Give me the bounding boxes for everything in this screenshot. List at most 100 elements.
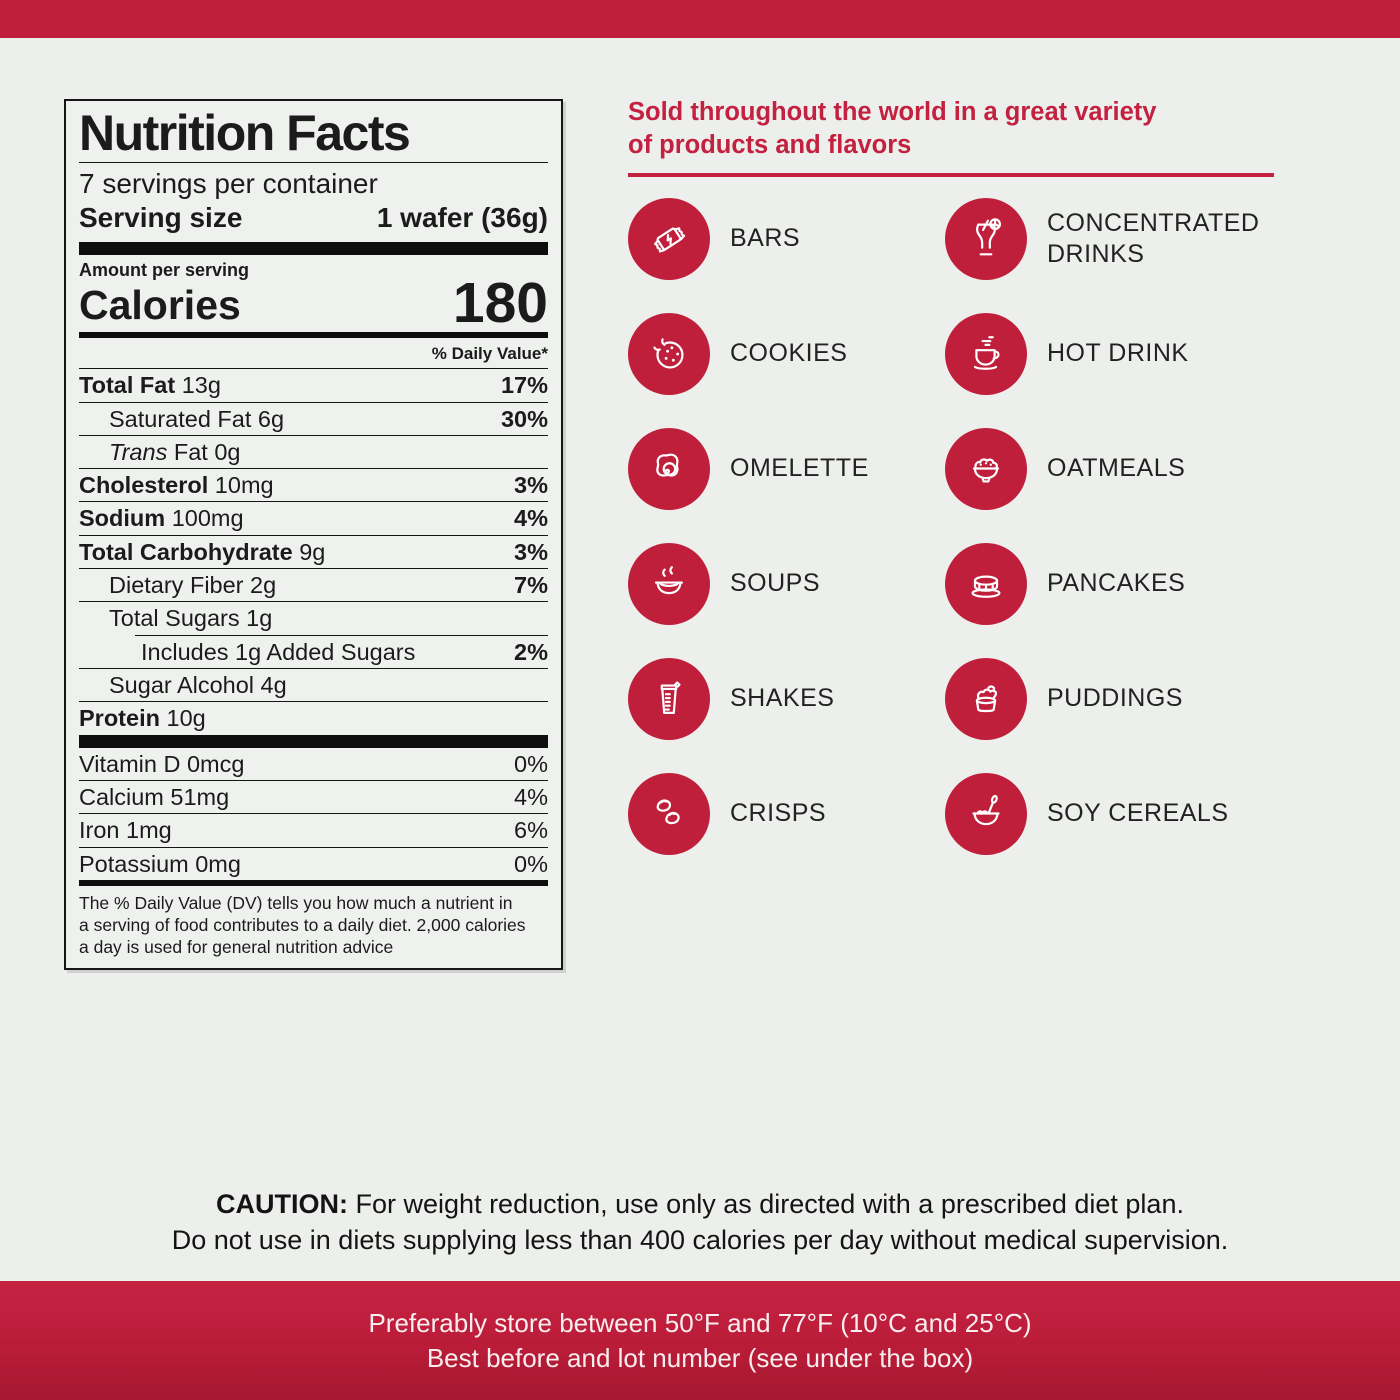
divider-medium <box>79 879 548 886</box>
list-item: CRISPS <box>628 756 945 871</box>
bar-icon <box>628 197 710 280</box>
list-item: SOY CEREALS <box>945 756 1318 871</box>
nutrient-dv: 4% <box>514 783 548 810</box>
hot-drink-icon <box>945 312 1027 395</box>
nutrient-row-vitamin-d: Vitamin D 0mcg 0% <box>79 748 548 781</box>
list-item: HOT DRINK <box>945 296 1318 411</box>
nutrient-dv: 0% <box>514 750 548 777</box>
red-rule <box>628 173 1274 178</box>
list-item: OMELETTE <box>628 411 945 526</box>
nutrient-name: Sugar Alcohol 4g <box>109 672 287 698</box>
nutrient-dv: 4% <box>514 505 548 532</box>
nutrient-row-protein: Protein 10g <box>79 702 548 734</box>
list-item: COOKIES <box>628 296 945 411</box>
concentrated-drink-icon <box>945 197 1027 280</box>
nutrient-name: Iron 1mg <box>79 817 172 844</box>
list-item: SOUPS <box>628 526 945 641</box>
nutrient-dv: 0% <box>514 850 548 877</box>
product-label: SOY CEREALS <box>1047 799 1229 828</box>
divider-thick <box>79 734 548 748</box>
nutrient-row-saturated-fat: Saturated Fat 6g 30% <box>79 403 548 436</box>
nutrient-row-added-sugars: Includes 1g Added Sugars 2% <box>79 636 548 669</box>
caution-prefix: CAUTION: <box>216 1189 349 1219</box>
nutrient-row-iron: Iron 1mg 6% <box>79 814 548 848</box>
pancakes-icon <box>945 542 1027 625</box>
nutrient-name: Trans Fat 0g <box>109 438 241 465</box>
caution-line1: CAUTION: For weight reduction, use only … <box>216 1189 1184 1219</box>
nutrient-row-total-sugars: Total Sugars 1g <box>79 602 548 634</box>
daily-value-header: % Daily Value* <box>79 338 548 370</box>
serving-size-row: Serving size 1 wafer (36g) <box>79 201 548 242</box>
nutrient-row-calcium: Calcium 51mg 4% <box>79 781 548 815</box>
nutrient-name: Saturated Fat 6g <box>109 405 285 432</box>
serving-size-label: Serving size <box>79 201 243 233</box>
nutrient-row-dietary-fiber: Dietary Fiber 2g 7% <box>79 569 548 603</box>
servings-per-container: 7 servings per container <box>79 168 378 199</box>
divider-medium <box>79 332 548 339</box>
nutrient-name: Total Fat 13g <box>79 372 221 399</box>
nutrient-name: Protein 10g <box>79 705 206 732</box>
bottom-red-band: Preferably store between 50°F and 77°F (… <box>0 1281 1400 1400</box>
list-item: OATMEALS <box>945 411 1318 526</box>
nutrient-dv: 7% <box>514 572 548 599</box>
nutrient-name: Sodium 100mg <box>79 505 244 532</box>
nutrition-facts-title: Nutrition Facts <box>79 107 548 163</box>
nutrient-row-potassium: Potassium 0mg 0% <box>79 848 548 880</box>
fried-egg-icon <box>628 427 710 510</box>
nutrient-name: Calcium 51mg <box>79 783 230 810</box>
crisps-icon <box>628 772 710 855</box>
top-red-band <box>0 0 1400 38</box>
pudding-cup-icon <box>945 657 1027 740</box>
product-label: OATMEALS <box>1047 454 1186 483</box>
nutrient-dv: 17% <box>500 372 548 399</box>
product-label: PANCAKES <box>1047 569 1186 598</box>
nutrient-name: Total Carbohydrate 9g <box>79 538 326 565</box>
product-label: CRISPS <box>730 799 827 828</box>
product-label: SOUPS <box>730 569 821 598</box>
oatmeal-bowl-icon <box>945 427 1027 510</box>
list-item: SHAKES <box>628 641 945 756</box>
list-item: CONCENTRATED DRINKS <box>945 181 1318 296</box>
nutrient-dv: 2% <box>514 638 548 665</box>
nutrient-row-cholesterol: Cholesterol 10mg 3% <box>79 469 548 503</box>
nutrient-name: Cholesterol 10mg <box>79 472 274 499</box>
nutrient-row-total-carbohydrate: Total Carbohydrate 9g 3% <box>79 536 548 570</box>
list-item: PANCAKES <box>945 526 1318 641</box>
nutrient-name: Potassium 0mg <box>79 850 241 877</box>
product-label: OMELETTE <box>730 454 869 483</box>
nutrient-name: Total Sugars 1g <box>109 605 273 632</box>
product-label: PUDDINGS <box>1047 684 1183 713</box>
products-grid: BARS CONCENTRATED DRINKS <box>628 181 1318 871</box>
storage-line2: Best before and lot number (see under th… <box>426 1343 974 1373</box>
nutrient-row-sodium: Sodium 100mg 4% <box>79 502 548 536</box>
nutrient-name: Includes 1g Added Sugars <box>141 638 416 665</box>
divider-thick <box>79 241 548 255</box>
nutrient-dv: 6% <box>514 817 548 844</box>
nutrient-name: Dietary Fiber 2g <box>109 572 277 599</box>
calories-row: Calories 180 <box>79 270 548 335</box>
cookie-icon <box>628 312 710 395</box>
product-label: BARS <box>730 224 801 253</box>
amount-per-serving-label: Amount per serving <box>79 259 250 280</box>
nutrient-row-sugar-alcohol: Sugar Alcohol 4g <box>79 669 548 703</box>
nutrient-row-trans-fat: Trans Fat 0g <box>79 436 548 470</box>
daily-value-footnote: The % Daily Value (DV) tells you how muc… <box>79 892 526 957</box>
products-heading: Sold throughout the world in a great var… <box>628 98 1157 159</box>
shaker-bottle-icon <box>628 657 710 740</box>
divider-inset <box>135 634 548 636</box>
serving-size-value: 1 wafer (36g) <box>376 201 548 233</box>
nutrient-dv: 3% <box>514 538 548 565</box>
nutrition-facts-panel: Nutrition Facts 7 servings per container… <box>64 99 563 971</box>
product-label: SHAKES <box>730 684 835 713</box>
calories-label: Calories <box>79 282 241 329</box>
products-panel: Sold throughout the world in a great var… <box>628 96 1318 871</box>
product-label: HOT DRINK <box>1047 339 1189 368</box>
list-item: BARS <box>628 181 945 296</box>
storage-line1: Preferably store between 50°F and 77°F (… <box>368 1308 1032 1338</box>
product-label: COOKIES <box>730 339 848 368</box>
nutrient-dv: 30% <box>500 405 548 432</box>
calories-value: 180 <box>452 270 548 335</box>
cereal-bowl-icon <box>945 772 1027 855</box>
product-label: CONCENTRATED DRINKS <box>1047 208 1260 268</box>
caution-line2: Do not use in diets supplying less than … <box>171 1225 1229 1256</box>
